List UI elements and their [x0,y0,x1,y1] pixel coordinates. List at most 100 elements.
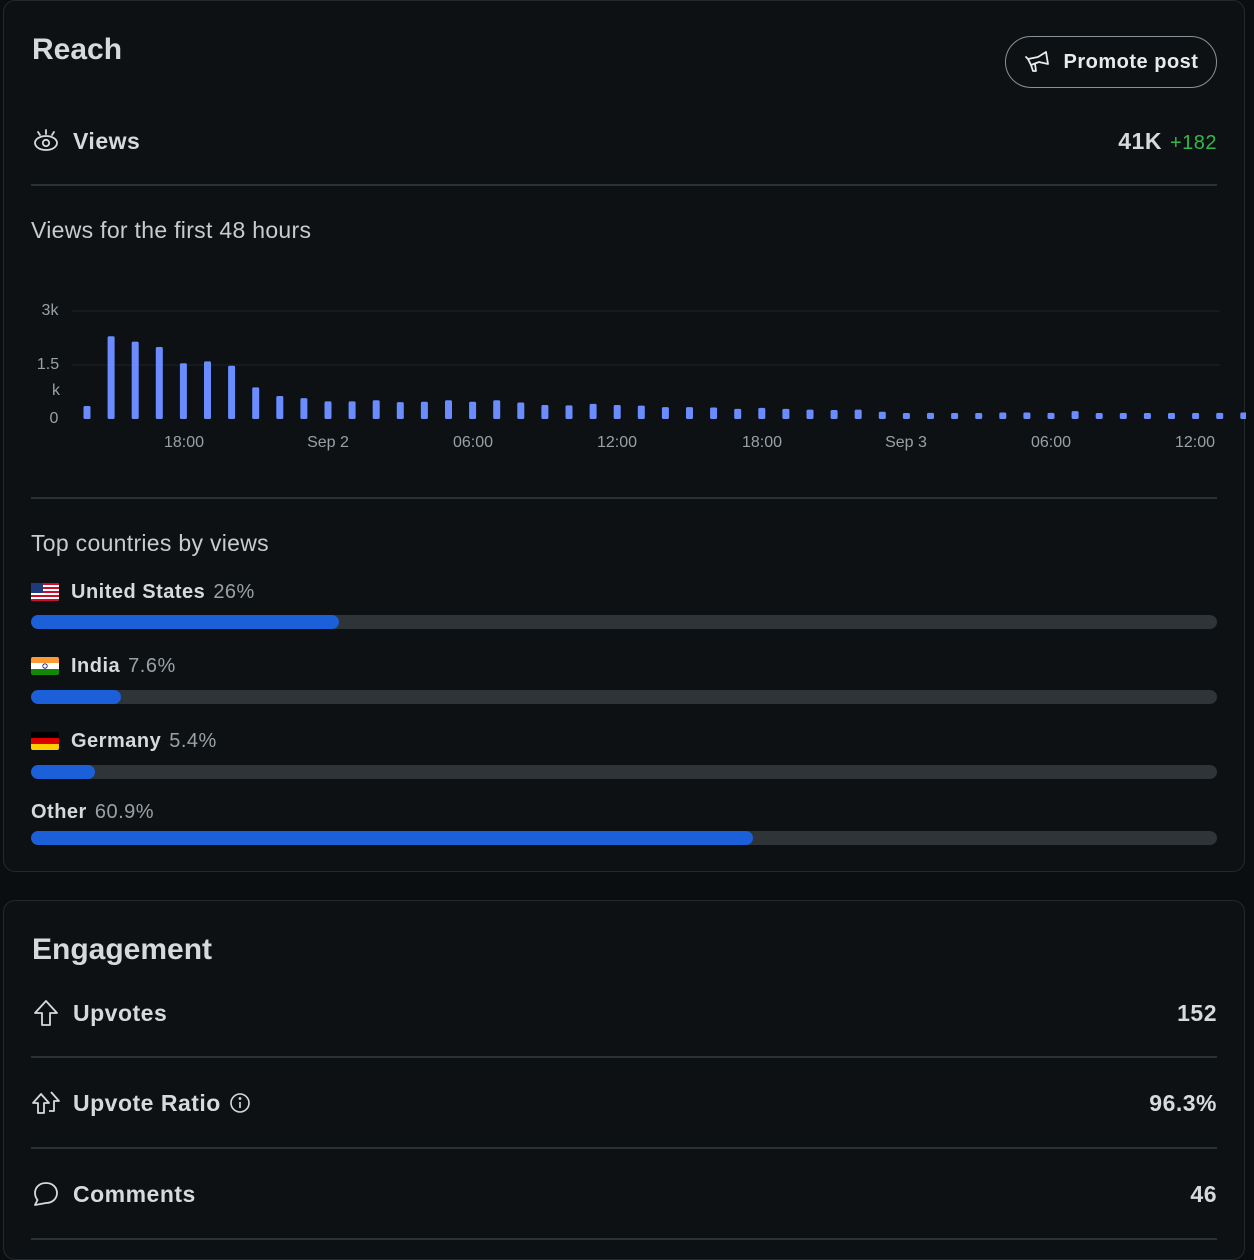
country-percent: 60.9% [94,800,155,823]
info-icon[interactable] [229,1092,251,1114]
chart-bar [1240,412,1246,419]
countries-title: Top countries by views [31,530,269,556]
chart-bar [710,407,718,419]
chart-bar [372,400,380,419]
upvotes-value: 152 [1177,999,1217,1026]
chart-bar [878,411,886,419]
views-count: 41K [1118,127,1162,154]
views-row: Views 41K +182 [31,121,1217,161]
country-percent: 5.4% [169,729,217,752]
views-chart: 3k 1.5 k 0 18:00 Sep 2 06:00 12:00 18:00 Sep 3 06:… [37,302,1246,451]
germany-flag-icon [31,732,59,750]
x-tick-label: 12:00 [1175,434,1215,451]
x-tick-label: Sep 2 [307,434,349,451]
country-name: Germany [71,729,162,752]
divider [31,184,1217,186]
x-tick-label: Sep 3 [885,434,927,451]
chart-bar [396,402,404,419]
chart-bar [541,404,549,419]
promote-post-label: Promote post [1063,50,1199,73]
chart-bar [493,400,501,419]
chart-bar [1192,413,1200,419]
comments-value: 46 [1190,1180,1217,1207]
chart-bar [686,407,693,419]
upvotes-label: Upvotes [73,999,168,1026]
chart-bar [782,408,790,419]
country-progress-fill [31,690,122,704]
chart-bar [445,400,452,419]
country-name: United States [71,580,206,603]
chart-bar [348,401,356,419]
chart-bar [854,409,862,419]
x-tick-label: 18:00 [742,434,782,451]
country-progress-track [31,831,1217,845]
country-united-states: United States 26% [31,577,1217,629]
divider [31,497,1217,499]
divider [31,1238,1217,1240]
y-tick-label: 3k [42,302,60,319]
chart-bar [1168,413,1175,419]
chart-bar [252,387,260,419]
megaphone-icon [1024,49,1052,75]
country-other: Other 60.9% [31,797,1217,845]
chart-bar [758,407,766,419]
chart-bar [734,408,742,419]
country-progress-fill [31,765,96,779]
eye-icon [31,126,61,156]
chart-bar [300,398,308,419]
chart-bar [517,402,525,419]
x-tick-label: 12:00 [597,434,637,451]
x-tick-label: 18:00 [164,434,204,451]
country-progress-fill [31,831,754,845]
x-tick-label: 06:00 [453,434,493,451]
x-tick-label: 06:00 [1031,434,1071,451]
upvotes-row: Upvotes 152 [31,993,1217,1033]
chart-bar [1071,411,1079,419]
country-germany: Germany 5.4% [31,726,1217,779]
chart-bar [1023,412,1031,419]
country-progress-track [31,615,1217,629]
chart-bar [589,403,597,419]
chart-bar [179,363,187,419]
promote-post-button[interactable]: Promote post [1005,36,1217,88]
chart-bar [420,401,428,419]
reach-title: Reach [32,33,123,66]
chart-bar [1119,413,1127,419]
views-delta: +182 [1169,131,1217,154]
comment-icon [31,1179,61,1209]
country-name: India [71,654,121,677]
y-tick-label: 1.5 k [37,356,61,399]
engagement-title: Engagement [32,933,213,966]
y-tick-label: 0 [50,410,59,427]
country-india: India 7.6% [31,651,1217,704]
chart-title: Views for the first 48 hours [31,217,312,243]
upvote-ratio-row: Upvote Ratio 96.3% [31,1083,1217,1123]
upvote-icon [31,998,61,1028]
chart-bar [613,404,621,419]
chart-bar [155,347,163,419]
engagement-card: Engagement Upvotes 152 Upvote Ratio 96.3… [3,900,1245,1260]
chart-bar [999,412,1007,419]
chart-bar [1216,412,1224,419]
upvote-ratio-icon [31,1088,61,1118]
chart-bar [1143,413,1151,419]
chart-bar [806,409,814,419]
us-flag-icon [31,583,59,601]
chart-bar [107,336,115,419]
chart-bar [228,365,236,419]
chart-bar [131,341,139,419]
comments-label: Comments [73,1180,196,1207]
divider [31,1147,1217,1149]
chart-bar [83,406,91,419]
chart-bar [1095,413,1103,419]
upvote-ratio-value: 96.3% [1149,1089,1217,1116]
reach-card: Reach Promote post Views 41K +182 Views f… [3,0,1246,872]
chart-bar [276,395,284,419]
country-progress-track [31,690,1217,704]
chart-bar [927,412,934,419]
country-progress-fill [31,615,340,629]
chart-bar [637,405,645,419]
divider [31,1056,1217,1058]
chart-bar [1047,412,1055,419]
country-progress-track [31,765,1217,779]
